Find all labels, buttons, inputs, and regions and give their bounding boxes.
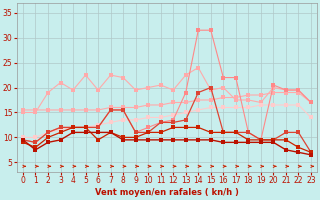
X-axis label: Vent moyen/en rafales ( kn/h ): Vent moyen/en rafales ( kn/h ) xyxy=(95,188,239,197)
